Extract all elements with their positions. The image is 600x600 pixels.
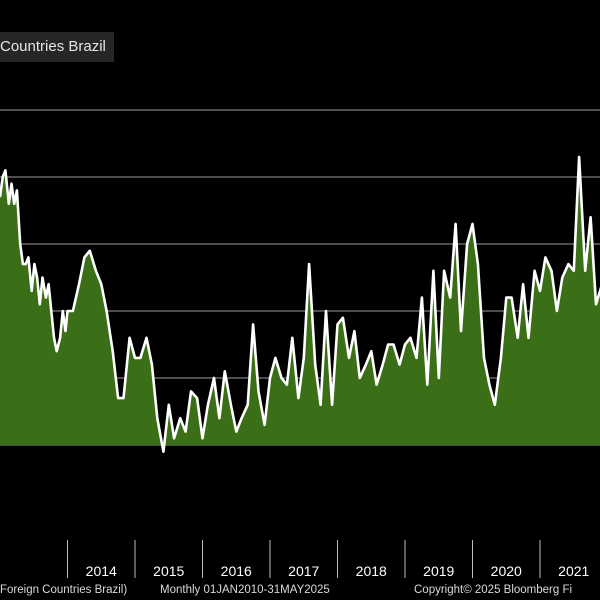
footer-copyright-text: Copyright© 2025 Bloomberg Fi bbox=[414, 584, 573, 596]
x-tick-label: 2017 bbox=[288, 563, 319, 579]
x-tick-label: 2021 bbox=[558, 563, 589, 579]
x-tick-label: 2019 bbox=[423, 563, 454, 579]
legend-label: Countries Brazil bbox=[0, 32, 114, 62]
x-axis: 201420152016201720182019202020212022 bbox=[67, 540, 590, 579]
x-tick-label: 2018 bbox=[356, 563, 387, 579]
x-tick-label: 2016 bbox=[221, 563, 252, 579]
footer-frequency-text: Monthly 01JAN2010-31MAY2025 bbox=[160, 584, 330, 596]
series-line bbox=[0, 155, 600, 454]
footer-source-text: Foreign Countries Brazil) bbox=[0, 584, 128, 596]
x-tick-label: 2020 bbox=[491, 563, 522, 579]
x-tick-label: 2014 bbox=[86, 563, 117, 579]
x-tick-label: 2015 bbox=[153, 563, 184, 579]
series-area-fill bbox=[0, 156, 600, 452]
